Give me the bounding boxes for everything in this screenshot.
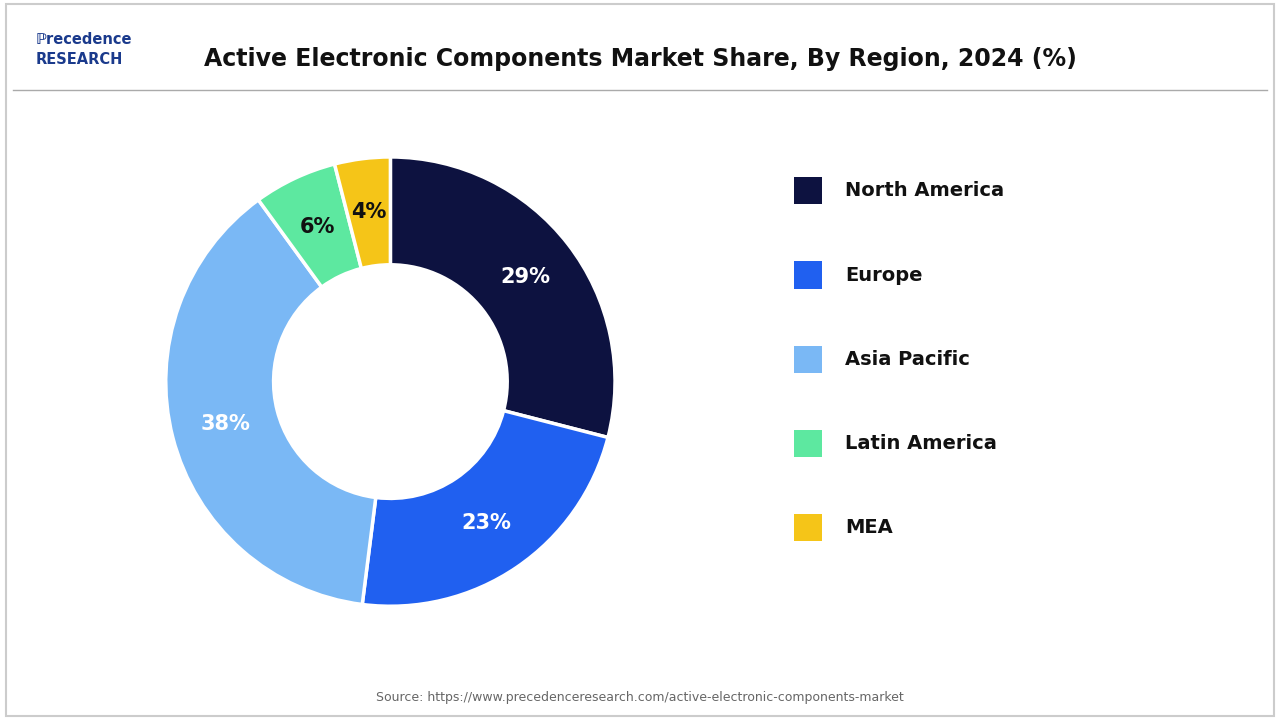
Text: 23%: 23% [461,513,511,533]
Text: Source: https://www.precedenceresearch.com/active-electronic-components-market: Source: https://www.precedenceresearch.c… [376,691,904,704]
Text: ℙrecedence
RESEARCH: ℙrecedence RESEARCH [36,32,132,67]
Wedge shape [166,200,376,605]
Text: 4%: 4% [351,202,387,222]
Text: 38%: 38% [200,414,250,434]
Wedge shape [259,164,361,287]
Text: 29%: 29% [500,267,550,287]
Wedge shape [362,410,608,606]
Wedge shape [390,157,614,438]
Text: Active Electronic Components Market Share, By Region, 2024 (%): Active Electronic Components Market Shar… [204,47,1076,71]
Wedge shape [334,157,390,269]
Text: Latin America: Latin America [845,434,997,453]
Text: 6%: 6% [300,217,335,237]
Text: MEA: MEA [845,518,892,537]
Text: North America: North America [845,181,1004,200]
Text: Europe: Europe [845,266,923,284]
Text: Asia Pacific: Asia Pacific [845,350,970,369]
